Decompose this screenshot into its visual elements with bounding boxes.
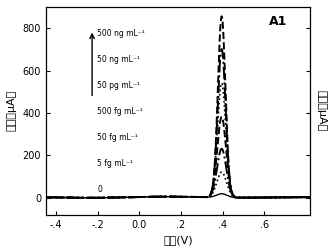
Text: A1: A1 bbox=[269, 15, 288, 28]
Text: 500 fg mL⁻¹: 500 fg mL⁻¹ bbox=[97, 107, 143, 116]
Text: 50 pg mL⁻¹: 50 pg mL⁻¹ bbox=[97, 81, 140, 90]
X-axis label: 电位(V): 电位(V) bbox=[163, 235, 193, 245]
Y-axis label: 电流（μA）: 电流（μA） bbox=[7, 90, 17, 131]
Text: 5 fg mL⁻¹: 5 fg mL⁻¹ bbox=[97, 159, 133, 168]
Text: 50 ng mL⁻¹: 50 ng mL⁻¹ bbox=[97, 55, 140, 64]
Text: 500 ng mL⁻¹: 500 ng mL⁻¹ bbox=[97, 29, 145, 38]
Text: 0: 0 bbox=[97, 184, 102, 194]
Text: 50 fg mL⁻¹: 50 fg mL⁻¹ bbox=[97, 133, 138, 142]
Y-axis label: 电流（μA）: 电流（μA） bbox=[316, 90, 326, 131]
